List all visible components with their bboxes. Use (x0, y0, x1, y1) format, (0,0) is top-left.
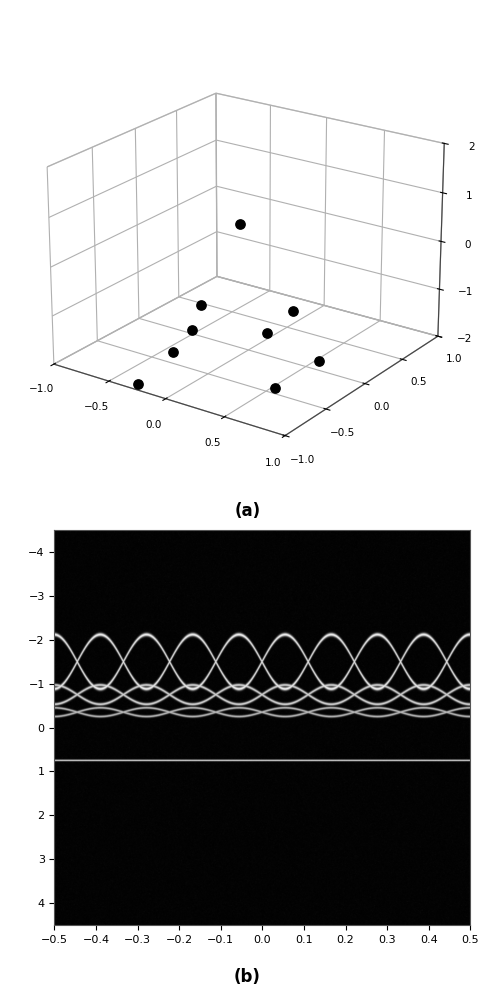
Text: (b): (b) (234, 968, 261, 986)
Text: (a): (a) (235, 502, 260, 520)
